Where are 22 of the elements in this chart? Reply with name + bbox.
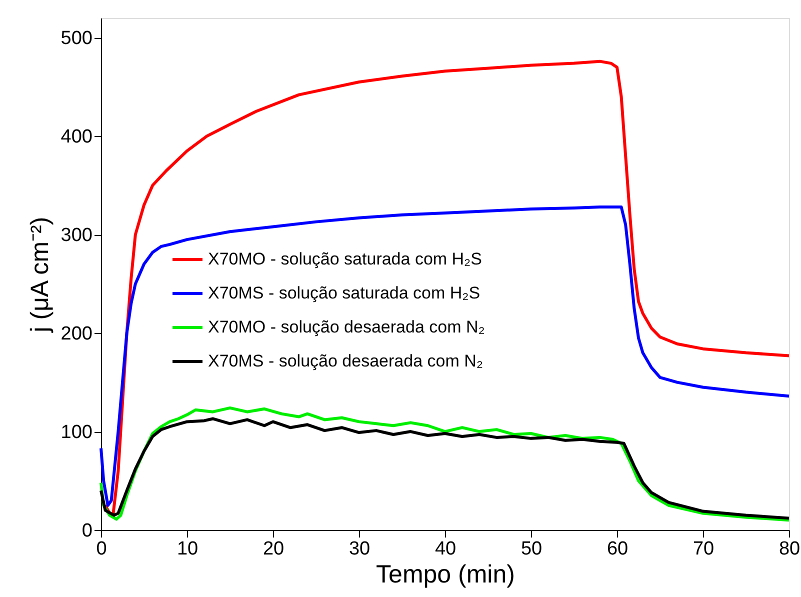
x-tick-label: 10 xyxy=(176,538,198,560)
y-tick-label: 400 xyxy=(60,126,92,148)
legend-label: X70MS - solução desaerada com N₂ xyxy=(208,352,483,370)
y-tick-label: 100 xyxy=(60,422,92,444)
y-tick-label: 200 xyxy=(60,324,92,345)
x-tick-label: 20 xyxy=(262,538,284,560)
y-axis-title: j (μA cm⁻²) xyxy=(26,216,54,334)
y-tick-label: 500 xyxy=(60,28,92,50)
line-series xyxy=(100,206,790,507)
x-tick-label: 50 xyxy=(520,538,542,560)
x-tick-label: 40 xyxy=(434,538,456,560)
legend-label: X70MO - solução saturada com H₂S xyxy=(208,250,482,268)
x-tick-label: 60 xyxy=(606,538,628,560)
x-tick-label: 30 xyxy=(348,538,370,560)
legend-label: X70MO - solução desaerada com N₂ xyxy=(208,318,485,336)
x-tick-label: 0 xyxy=(96,538,107,560)
x-tick-label: 80 xyxy=(778,538,800,560)
y-tick-label: 300 xyxy=(60,225,92,246)
legend-label: X70MS - solução saturada com H₂S xyxy=(208,284,480,302)
y-tick-label: 0 xyxy=(82,520,92,542)
x-axis-title: Tempo (min) xyxy=(376,560,515,588)
x-tick-label: 70 xyxy=(692,538,714,560)
